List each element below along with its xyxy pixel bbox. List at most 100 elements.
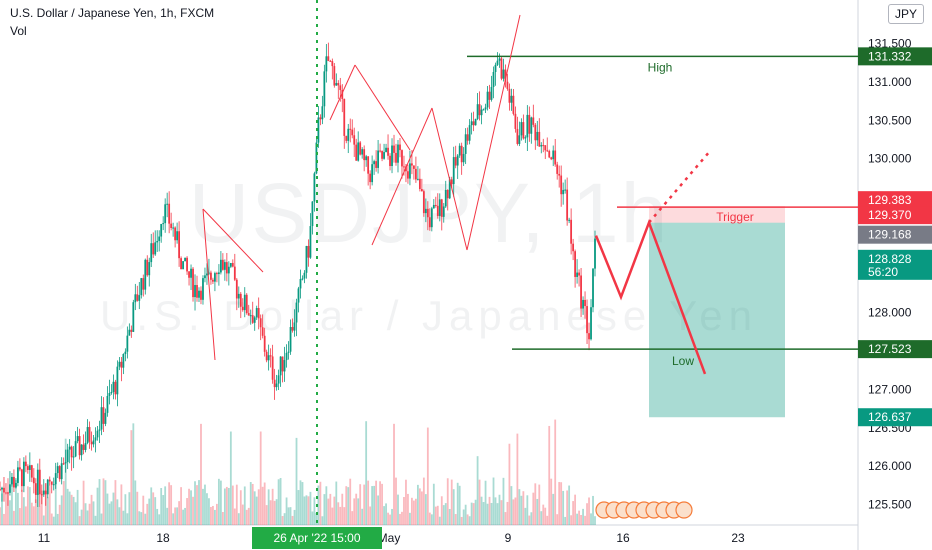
candle-body	[0, 489, 1, 491]
volume-bar	[301, 482, 304, 525]
candle-body	[158, 236, 161, 241]
volume-bar	[542, 504, 545, 525]
volume-bar	[500, 500, 503, 525]
volume-bar	[397, 494, 399, 525]
trigger-label: Trigger	[716, 210, 754, 224]
candle-body	[478, 104, 481, 116]
candle-body	[233, 266, 236, 280]
volume-bar	[572, 501, 575, 525]
candle-body	[154, 242, 157, 255]
candle-body	[424, 208, 427, 214]
volume-bar	[407, 493, 409, 525]
volume-bar	[518, 489, 521, 525]
volume-bar	[401, 511, 403, 525]
candle-body	[397, 144, 399, 163]
volume-bar	[556, 514, 559, 525]
volume-bar	[592, 495, 594, 525]
candle-body	[28, 465, 31, 470]
pattern-line	[329, 64, 356, 121]
volume-bar	[552, 493, 555, 525]
candle-body	[377, 150, 379, 168]
volume-bar	[44, 483, 47, 525]
volume-bar	[415, 498, 417, 525]
volume-bar	[554, 419, 557, 525]
candle-body	[422, 191, 425, 214]
volume-bar	[387, 512, 389, 525]
candle-body	[76, 436, 79, 442]
volume-bar	[46, 497, 49, 525]
volume-bar	[241, 504, 244, 525]
volume-bar	[18, 508, 21, 525]
candle-body	[385, 147, 387, 153]
candle-body	[391, 145, 393, 167]
candle-body	[281, 356, 284, 372]
price-label-box	[858, 408, 932, 427]
volume-bar	[88, 503, 91, 525]
volume-bar	[7, 478, 9, 525]
candle-body	[363, 149, 366, 161]
currency-button[interactable]: JPY	[888, 4, 924, 24]
candle-body	[160, 223, 163, 237]
volume-bar	[100, 513, 103, 525]
price-label-box	[858, 47, 932, 66]
volume-bar	[58, 504, 61, 525]
volume-bar	[440, 496, 443, 525]
candle-body	[136, 294, 139, 301]
candle-body	[393, 145, 395, 153]
candle-body	[148, 262, 151, 276]
volume-bar	[251, 483, 254, 525]
volume-bar	[363, 484, 366, 525]
volume-bar	[369, 506, 372, 525]
volume-bar	[263, 482, 266, 525]
candle-body	[112, 381, 115, 392]
candle-body	[265, 351, 268, 361]
volume-bar	[176, 507, 179, 525]
volume-bar	[229, 431, 232, 525]
volume-bar	[11, 477, 13, 525]
candle-body	[259, 318, 262, 328]
candle-body	[186, 257, 188, 272]
volume-bar	[339, 506, 342, 525]
volume-bar	[190, 490, 192, 525]
pattern-line	[371, 107, 433, 246]
volume-bar	[150, 487, 153, 525]
candle-body	[502, 69, 505, 79]
volume-bar	[22, 497, 25, 525]
candle-body	[371, 164, 374, 183]
volume-bars	[0, 419, 596, 525]
candle-body	[426, 208, 429, 218]
volume-bar	[379, 481, 381, 525]
volume-bar	[357, 498, 360, 525]
volume-bar	[432, 483, 435, 525]
volume-bar	[446, 478, 449, 525]
volume-bar	[520, 495, 523, 525]
volume-bar	[508, 443, 511, 525]
candle-body	[476, 104, 479, 119]
y-tick-label: 125.500	[868, 498, 912, 512]
volume-bar	[219, 480, 222, 525]
candle-body	[24, 461, 27, 467]
volume-bar	[15, 479, 17, 525]
volume-bar	[289, 507, 292, 525]
candles	[0, 42, 596, 507]
crosshair-time-box	[252, 527, 382, 549]
volume-bar	[138, 511, 141, 525]
candle-body	[413, 165, 415, 169]
candle-body	[5, 492, 7, 494]
volume-bar	[132, 423, 135, 525]
candle-body	[68, 446, 71, 450]
candle-body	[540, 145, 543, 147]
candle-body	[542, 145, 545, 147]
volume-bar	[1, 493, 3, 525]
volume-bar	[570, 515, 573, 525]
volume-bar	[524, 507, 527, 525]
candle-body	[369, 173, 372, 183]
volume-bar	[534, 483, 537, 525]
candle-body	[245, 294, 248, 314]
candle-body	[418, 178, 421, 190]
candle-body	[550, 157, 553, 160]
volume-bar	[566, 490, 569, 525]
candle-body	[217, 272, 220, 275]
